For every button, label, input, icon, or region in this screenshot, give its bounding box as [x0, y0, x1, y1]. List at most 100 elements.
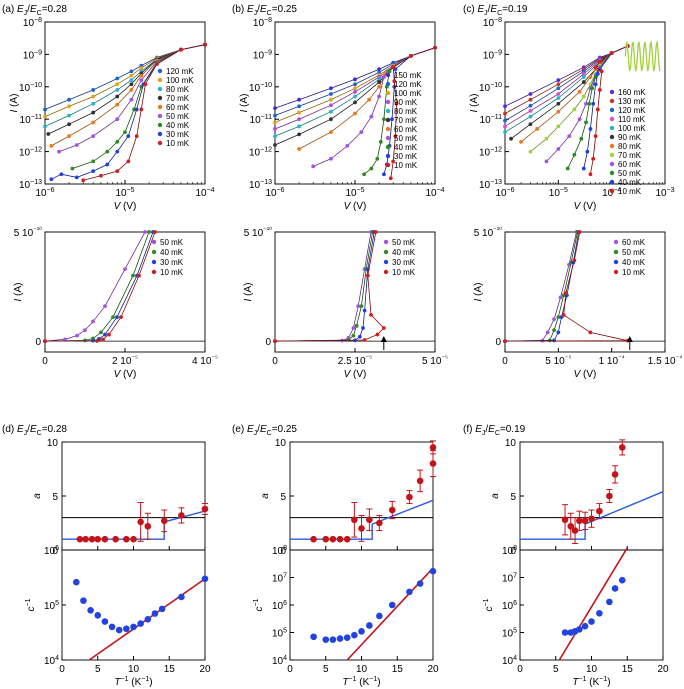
panel-title-b: (b) EJ/EC=0.25 — [232, 4, 297, 17]
data-point-a — [144, 522, 152, 530]
data-point — [115, 94, 120, 99]
legend-marker — [157, 86, 163, 92]
data-point — [556, 96, 561, 100]
data-point — [91, 120, 96, 125]
plot-frame-c — [504, 21, 666, 185]
data-point — [103, 332, 107, 337]
legend-label: 80 mK — [394, 107, 418, 116]
data-point — [49, 177, 54, 182]
data-point — [329, 97, 333, 102]
legend-marker — [157, 131, 163, 137]
x-tick-label: 0 — [272, 356, 278, 367]
y-tick-label: 10−9 — [483, 49, 502, 61]
x-tick-label: 0 — [502, 356, 508, 367]
data-point-c — [366, 622, 373, 629]
data-point-c — [329, 636, 337, 643]
legend-marker — [151, 249, 157, 255]
data-point — [91, 159, 96, 164]
data-point — [377, 94, 381, 99]
y-tick-label: 106 — [272, 600, 287, 612]
series-c2 — [503, 230, 630, 343]
data-point-a — [310, 535, 317, 543]
legend-label: 80 mK — [166, 85, 190, 94]
data-point — [593, 134, 598, 139]
data-point — [43, 124, 47, 129]
data-point — [67, 104, 71, 109]
y-axis-label-a2-text: I (A) — [13, 283, 24, 302]
data-point — [392, 79, 397, 83]
data-point — [509, 136, 513, 141]
data-point — [609, 51, 614, 55]
legend-marker — [157, 113, 163, 119]
data-point — [126, 159, 131, 164]
data-point — [67, 97, 71, 102]
data-point — [115, 149, 120, 154]
data-point — [123, 130, 127, 134]
y-axis-label-b: I (A) — [239, 94, 250, 113]
data-point — [143, 82, 148, 87]
y-tick-label: 0 — [510, 546, 516, 557]
data-point — [556, 109, 561, 114]
y-axis-label-b2: I (A) — [243, 283, 254, 302]
legend-label: 30 mK — [166, 130, 190, 139]
y-tick-label: 10 — [275, 438, 287, 449]
legend-marker — [383, 259, 389, 265]
series-a2 — [43, 230, 157, 343]
data-point-c — [87, 607, 94, 614]
arrow-icon — [626, 336, 633, 342]
data-point — [595, 107, 600, 112]
data-point — [556, 101, 561, 106]
data-point — [353, 86, 357, 91]
data-point-a — [611, 471, 619, 478]
x-axis-label-b2-text: V (V) — [344, 369, 367, 380]
legend-marker — [385, 126, 391, 132]
data-point — [581, 80, 586, 84]
x-tick-label: 2 10⁻⁵ — [112, 355, 138, 367]
y-tick-label: 10−11 — [480, 114, 503, 126]
data-point-c — [376, 612, 383, 620]
data-point — [67, 113, 71, 118]
data-point — [353, 100, 357, 105]
fit-line — [274, 231, 385, 342]
data-point — [115, 102, 120, 107]
data-point — [503, 124, 507, 129]
y-tick-label: 10−12 — [249, 147, 272, 159]
x-tick-label: 15 — [622, 664, 634, 675]
data-point — [369, 166, 374, 171]
y-axis-label-a-d: a — [32, 493, 43, 499]
series-line — [44, 231, 150, 342]
y-tick-label: 10−10 — [249, 82, 272, 94]
data-point-a — [329, 535, 337, 543]
legend-label: 50 mK — [392, 238, 416, 247]
legend-label: 60 mK — [394, 125, 418, 134]
legend-marker — [385, 99, 391, 105]
data-point-a — [606, 492, 613, 500]
data-point — [329, 103, 333, 108]
data-point-a — [588, 515, 595, 522]
data-point — [382, 172, 386, 177]
data-point-c — [158, 605, 166, 613]
legend-label: 70 mK — [166, 94, 190, 103]
data-point-c — [606, 598, 613, 606]
series-b — [311, 45, 437, 169]
data-point — [572, 107, 577, 112]
data-point — [74, 143, 79, 147]
data-point — [588, 127, 593, 131]
data-point — [129, 97, 134, 102]
data-point-a — [178, 512, 185, 519]
data-point — [377, 80, 381, 84]
data-point — [394, 101, 399, 106]
x-tick-label: 5 10⁻⁵ — [422, 355, 448, 367]
legend-marker — [609, 188, 615, 194]
data-point — [528, 109, 533, 113]
y-axis-label-c-f: c−1 — [483, 598, 495, 611]
data-point — [387, 69, 392, 74]
data-point — [107, 332, 111, 337]
data-point — [115, 117, 120, 122]
legend-marker — [151, 259, 157, 265]
data-point — [535, 127, 540, 131]
data-point — [49, 143, 54, 148]
